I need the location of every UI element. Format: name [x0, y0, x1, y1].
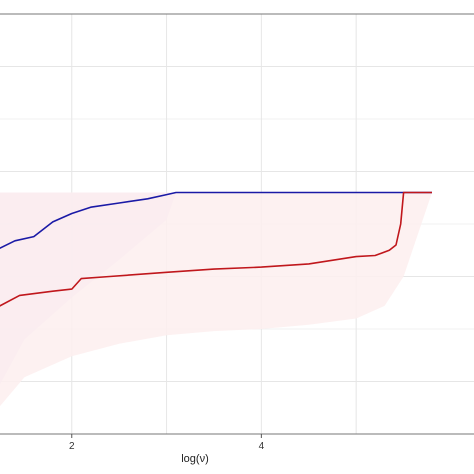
series-line-0: [0, 191, 432, 250]
band-1: [0, 192, 432, 407]
confidence-bands: [0, 192, 432, 407]
x-axis-title: log(ν): [181, 453, 209, 465]
plot-frame: [0, 13, 474, 435]
series-line-1: [0, 191, 432, 307]
x-tick-label-1: 4: [259, 441, 265, 452]
x-tick-label-0: 2: [69, 441, 75, 452]
series-lines: [0, 191, 432, 307]
